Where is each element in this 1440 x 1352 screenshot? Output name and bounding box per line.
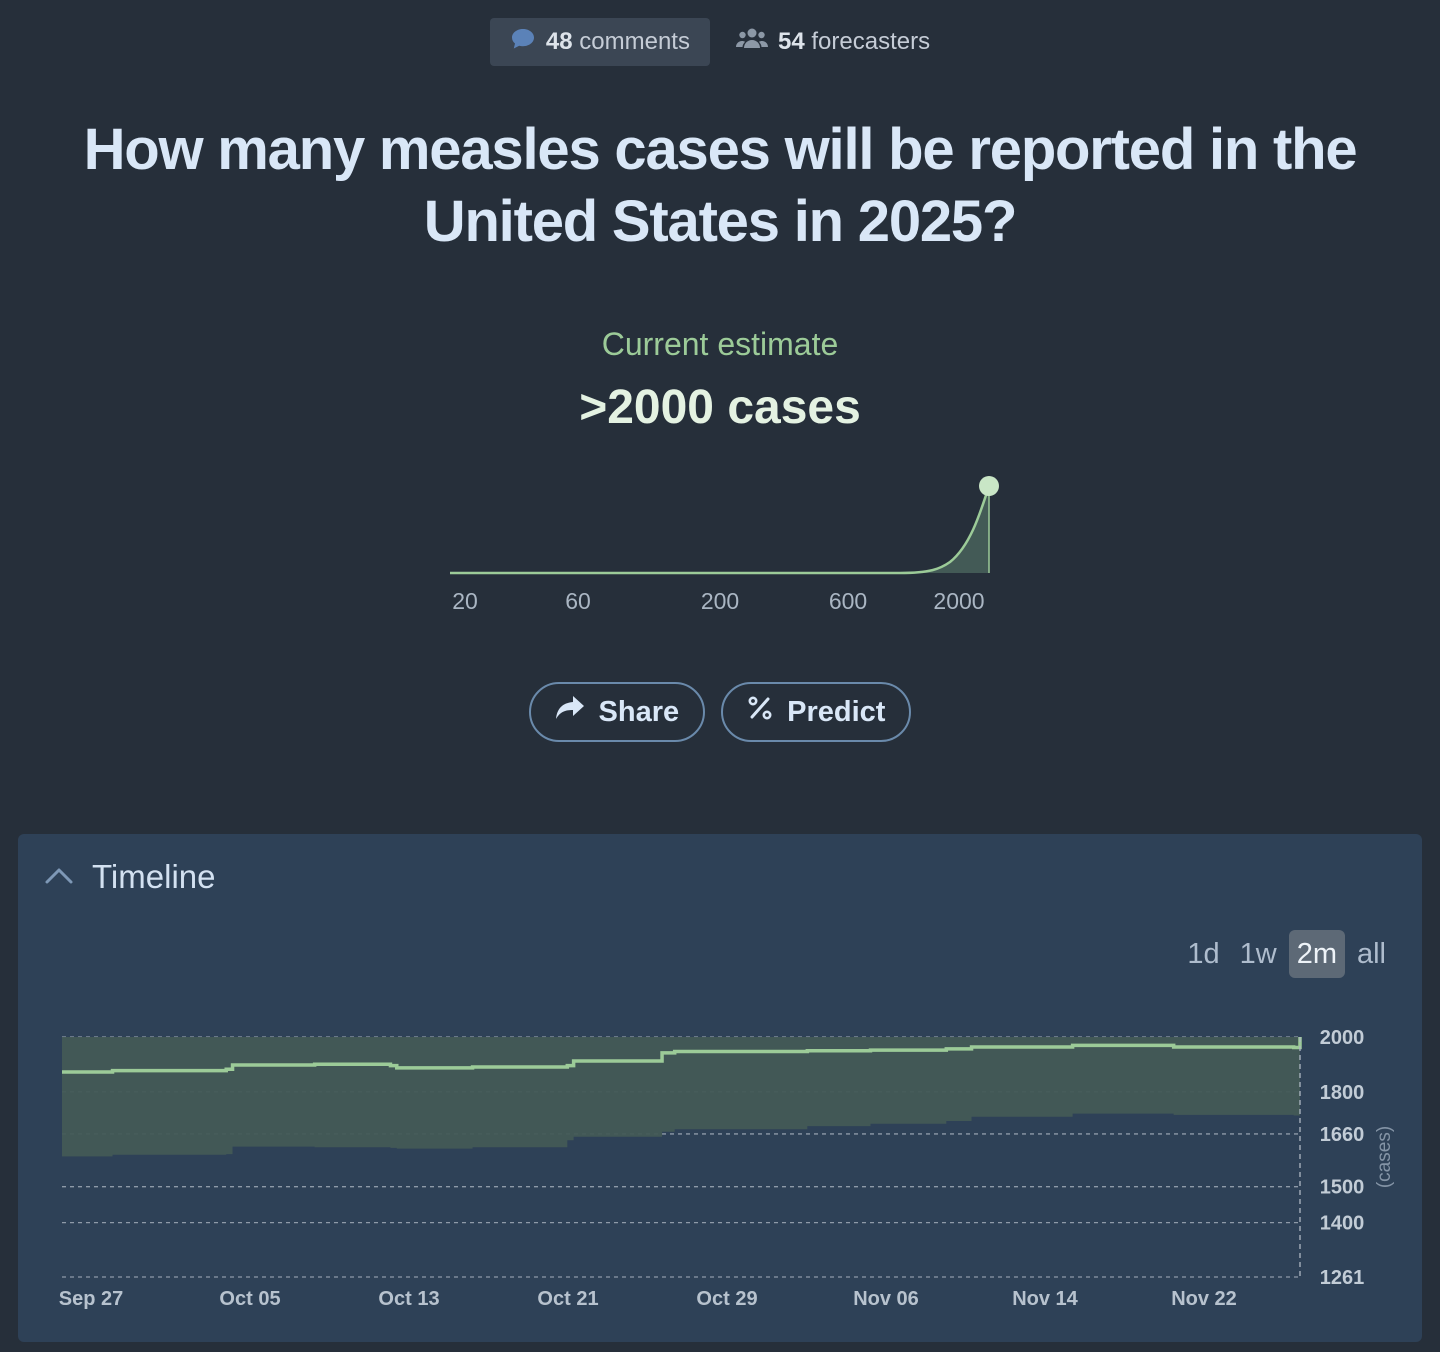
share-label: Share: [598, 695, 680, 728]
action-buttons: Share Predict: [0, 682, 1440, 742]
range-tabs: 1d 1w 2m all: [1179, 930, 1394, 978]
y-tick-label-2000: 2000: [1320, 1027, 1365, 1049]
forecasters-stat: 54 forecasters: [732, 18, 950, 66]
y-tick-label-1261: 1261: [1320, 1267, 1365, 1289]
x-tick-label-4: Oct 29: [696, 1288, 757, 1310]
x-tick-label-1: Oct 05: [219, 1288, 280, 1310]
forecast-band: [62, 1037, 1300, 1157]
comments-label: comments: [579, 28, 690, 55]
median-line: [62, 1037, 1302, 1074]
y-tick-label-1660: 1660: [1320, 1124, 1365, 1146]
forecasters-count: 54: [777, 28, 805, 55]
x-tick-label-3: Oct 21: [537, 1288, 598, 1310]
dist-tick-20: 20: [452, 588, 478, 614]
users-icon: [735, 26, 768, 59]
forecasters-label: forecasters: [811, 28, 931, 55]
percent-icon: [747, 695, 773, 729]
range-tab-all[interactable]: all: [1356, 937, 1386, 970]
dist-tick-600: 600: [829, 588, 867, 614]
comments-button[interactable]: 48 comments: [489, 18, 710, 66]
range-tab-1d[interactable]: 1d: [1187, 937, 1220, 970]
distribution-curve: [450, 485, 991, 575]
dist-tick-60: 60: [565, 588, 591, 614]
distribution-area: [450, 486, 989, 573]
dist-tick-2000: 2000: [933, 588, 984, 614]
current-estimate-value: >2000 cases: [579, 381, 861, 434]
question-title: How many measles cases will be reported …: [83, 117, 1358, 254]
distribution-marker: [979, 476, 999, 496]
comment-icon: [510, 27, 536, 58]
y-tick-label-1500: 1500: [1320, 1177, 1365, 1199]
current-estimate-label: Current estimate: [601, 326, 839, 362]
y-axis-label: (cases): [1374, 1126, 1395, 1188]
share-button[interactable]: Share: [528, 682, 706, 742]
x-tick-label-2: Oct 13: [378, 1288, 439, 1310]
timeline-toggle[interactable]: Timeline: [44, 858, 215, 896]
timeline-chart: 2000 1800 1660 1500 1400 1261 (cases) Sep 27 Oct…: [59, 1027, 1395, 1310]
share-icon: [555, 695, 585, 729]
x-tick-label-7: Nov 22: [1171, 1288, 1237, 1310]
distribution-chart: 20 60 200 600 2000: [450, 476, 999, 614]
range-tab-1w[interactable]: 1w: [1239, 937, 1277, 970]
y-tick-label-1400: 1400: [1320, 1213, 1365, 1235]
predict-label: Predict: [787, 695, 886, 728]
dist-tick-200: 200: [701, 588, 739, 614]
question-stats: 48 comments 54 forecasters: [0, 18, 1440, 66]
x-tick-label-0: Sep 27: [59, 1288, 123, 1310]
range-tab-2m[interactable]: 2m: [1288, 930, 1345, 978]
timeline-panel: Timeline 1d 1w 2m all 2000 1800 1660 1500 14…: [18, 834, 1422, 1342]
comments-count: 48: [545, 28, 573, 55]
timeline-title: Timeline: [92, 858, 216, 895]
x-tick-label-6: Nov 14: [1012, 1288, 1078, 1310]
chevron-up-icon: [44, 865, 74, 890]
y-tick-label-1800: 1800: [1320, 1082, 1365, 1104]
predict-button[interactable]: Predict: [721, 682, 912, 742]
x-tick-label-5: Nov 06: [853, 1288, 919, 1310]
